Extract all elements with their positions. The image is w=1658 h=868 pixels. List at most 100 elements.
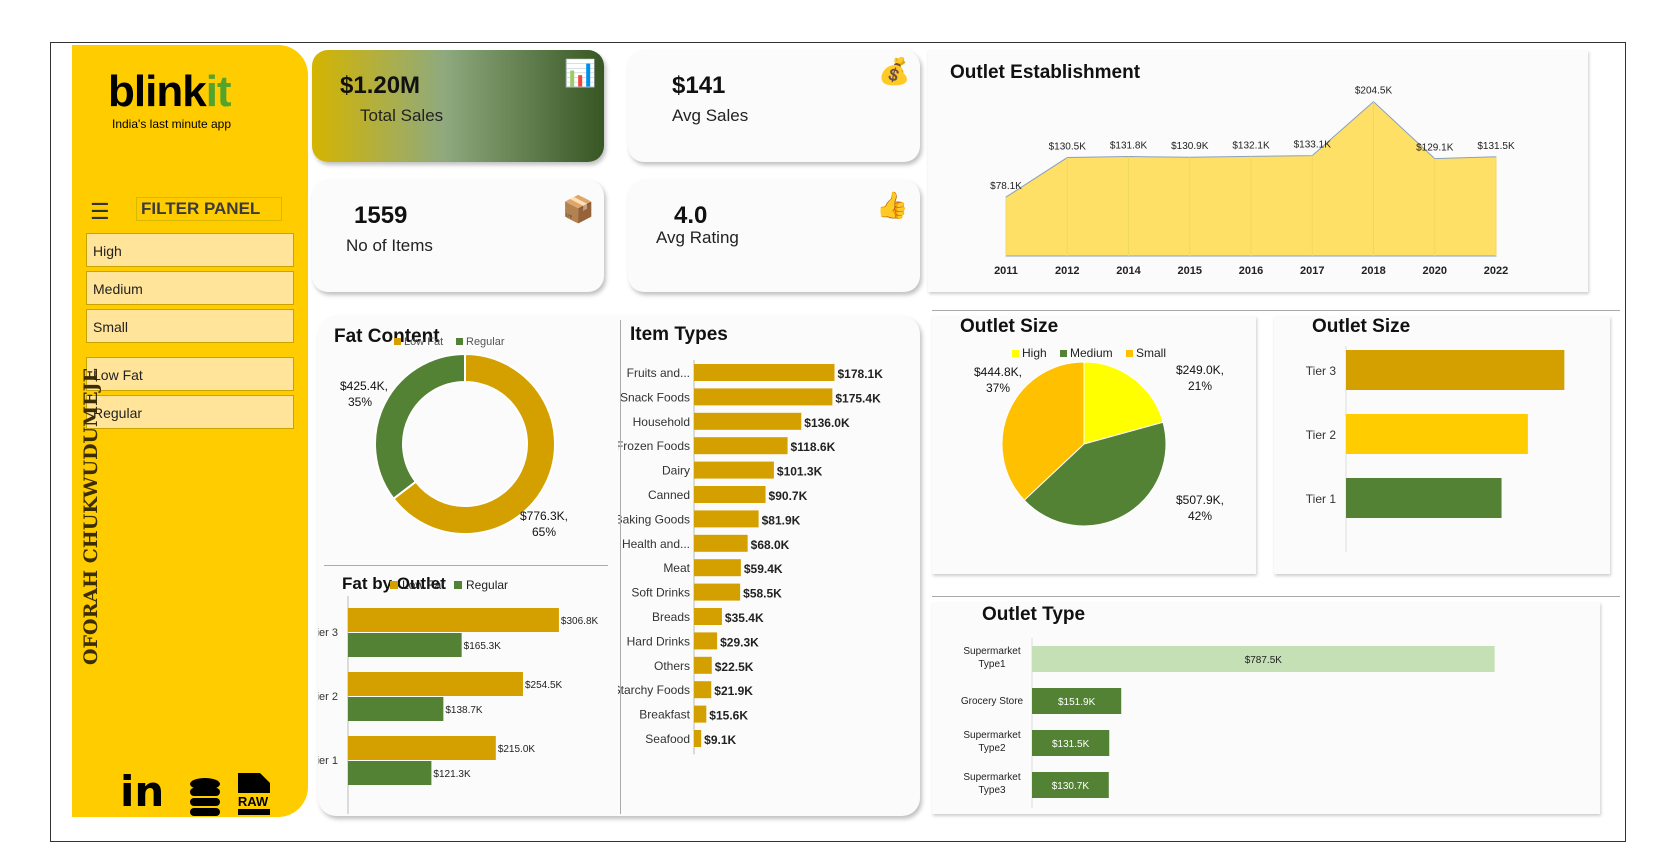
thumbs-up-stars-icon: 👍	[876, 190, 909, 220]
bar	[348, 736, 496, 760]
outlet-establishment-panel: Outlet Establishment $78.1K 2011 $130.5K 20…	[928, 50, 1588, 292]
data-label: $59.4K	[744, 562, 783, 576]
outlet-size-bar-panel: Outlet Size Tier 3 Tier 2 Tier 1	[1274, 316, 1610, 574]
avg-sales-value: $141	[672, 72, 726, 99]
data-label: $215.0K	[498, 744, 536, 755]
legend-swatch	[456, 338, 463, 345]
data-label: 35%	[348, 395, 372, 409]
y-tick-label: Breakfast	[639, 708, 690, 722]
data-label: $90.7K	[769, 489, 808, 503]
x-tick-label: 2011	[994, 265, 1018, 277]
outlet-size-bar-title: Outlet Size	[1312, 316, 1411, 337]
bar	[694, 705, 707, 723]
y-tick-label: Tier 3	[1306, 364, 1337, 378]
y-tick-label: Type3	[978, 785, 1006, 796]
data-label: $15.6K	[709, 709, 748, 723]
legend-label: High	[1022, 346, 1047, 360]
y-tick-label: Others	[654, 659, 690, 673]
bar	[1032, 688, 1122, 714]
x-tick-label: 2015	[1178, 265, 1202, 277]
items-label: No of Items	[346, 236, 433, 255]
y-tick-label: Fruits and...	[627, 366, 690, 380]
data-label: $138.7K	[445, 705, 483, 716]
bar	[694, 559, 741, 577]
data-label: $130.5K	[1049, 142, 1087, 153]
x-tick-label: 2014	[1116, 265, 1141, 277]
bar	[1346, 414, 1528, 454]
data-label: $425.4K,	[340, 379, 388, 393]
kpi-avg-sales: $141 Avg Sales 💰	[628, 50, 920, 162]
pie-slice	[1023, 421, 1167, 527]
fat-by-outlet-chart: Low Fat Regular Tier 3 $306.8K $165.3K Tier 2…	[318, 578, 599, 814]
bar	[694, 486, 766, 503]
data-label: $29.3K	[720, 635, 759, 649]
filter-low-fat[interactable]: Low Fat	[86, 357, 294, 391]
outlet-size-pie-title: Outlet Size	[960, 316, 1059, 337]
data-label: 21%	[1188, 379, 1212, 393]
data-label: $131.5K	[1477, 141, 1515, 152]
y-tick-label: Baking Goods	[618, 512, 690, 526]
kpi-rating: 4.0 Avg Rating 👍	[628, 180, 920, 292]
legend-swatch	[1126, 350, 1133, 357]
filter-high[interactable]: High	[86, 233, 294, 267]
y-tick-label: Tier 1	[318, 755, 338, 767]
money-hand-icon: 💰	[878, 56, 911, 86]
y-tick-label: Supermarket	[963, 772, 1020, 783]
avg-sales-label: Avg Sales	[672, 106, 749, 125]
x-tick-label: 2018	[1361, 265, 1385, 277]
x-tick-label: 2020	[1423, 265, 1447, 277]
data-label: $133.1K	[1294, 140, 1332, 151]
horizontal-divider-right	[932, 310, 1620, 311]
outlet-size-pie-chart: High Medium Small $249.0K, 21% $507.9K, 42% $44…	[974, 346, 1224, 527]
y-tick-label: Tier 2	[1306, 428, 1337, 442]
bar	[1032, 730, 1110, 756]
data-label: $35.4K	[725, 611, 764, 625]
author-name: OFORAH CHUKWUDUMEJE	[80, 367, 102, 665]
bar	[694, 364, 835, 381]
bar	[1346, 478, 1502, 518]
y-tick-label: Breads	[652, 610, 690, 624]
linkedin-icon[interactable]: in	[120, 767, 165, 816]
sliders-icon: ☰	[90, 199, 110, 224]
database-icon[interactable]	[188, 777, 222, 817]
outlet-establishment-title: Outlet Establishment	[950, 62, 1141, 83]
donut-slice	[392, 352, 556, 535]
fat-items-panel: Fat Content Low Fat Regular $776.3K, 65% $42…	[318, 316, 920, 816]
data-label: $118.6K	[791, 440, 836, 454]
filter-small[interactable]: Small	[86, 309, 294, 343]
bar	[694, 412, 802, 430]
data-label: $21.9K	[714, 684, 753, 698]
filter-regular[interactable]: Regular	[86, 395, 294, 429]
kpi-total-sales: $1.20M Total Sales 📊	[312, 50, 604, 162]
data-label: $507.9K,	[1176, 493, 1224, 507]
data-label: $132.1K	[1232, 140, 1270, 151]
legend-swatch	[390, 581, 398, 589]
y-tick-label: Soft Drinks	[631, 586, 690, 600]
brand-logo: blinkit	[108, 67, 232, 116]
y-tick-label: Dairy	[662, 464, 690, 478]
x-tick-label: 2016	[1239, 265, 1263, 277]
bar	[348, 672, 523, 696]
legend-swatch	[394, 338, 401, 345]
y-tick-label: Household	[633, 415, 690, 429]
y-tick-label: Seafood	[645, 732, 690, 746]
legend-label: Low Fat	[402, 578, 445, 592]
y-tick-label: Tier 1	[1306, 492, 1337, 506]
legend-label: Regular	[466, 578, 508, 592]
data-label: $22.5K	[715, 660, 754, 674]
filter-panel-title: FILTER PANEL	[136, 197, 282, 221]
bar	[694, 510, 759, 528]
y-tick-label: Frozen Foods	[618, 439, 690, 453]
brand-tagline: India's last minute app	[112, 117, 232, 131]
y-tick-label: Grocery Store	[961, 696, 1024, 707]
total-sales-value: $1.20M	[340, 72, 421, 99]
pie-slice	[1083, 361, 1164, 445]
x-tick-label: 2017	[1300, 265, 1324, 277]
item-types-title: Item Types	[630, 324, 728, 345]
data-label: $130.9K	[1171, 141, 1209, 152]
raw-file-icon[interactable]: RAW	[232, 771, 274, 817]
outlet-size-pie-panel: Outlet Size High Medium Small $249.0K, 21% $5…	[932, 316, 1256, 574]
y-tick-label: Meat	[663, 561, 690, 575]
legend-swatch	[1012, 350, 1019, 357]
filter-medium[interactable]: Medium	[86, 271, 294, 305]
